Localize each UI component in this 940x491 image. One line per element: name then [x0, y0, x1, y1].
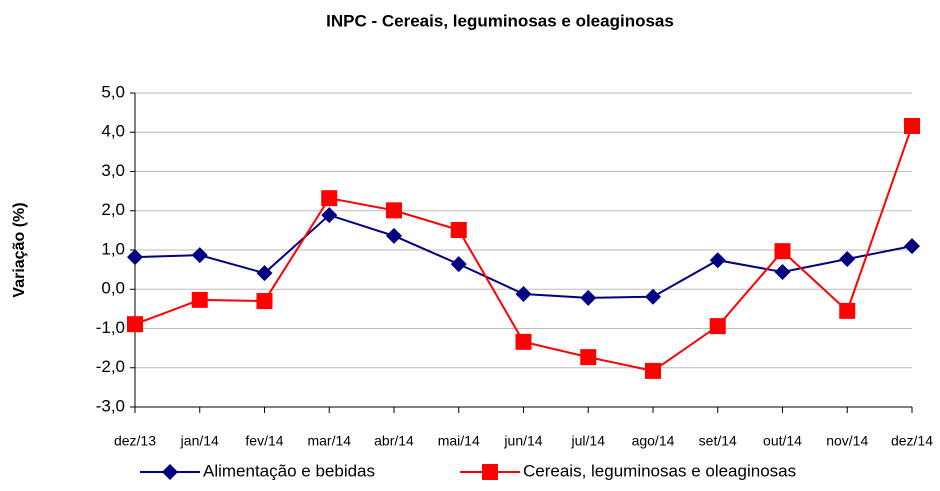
y-tick-label: -3,0	[96, 396, 125, 415]
y-tick-label: 1,0	[101, 239, 125, 258]
x-tick-label: jan/14	[180, 433, 219, 449]
series-line	[134, 213, 913, 299]
x-tick-label: out/14	[763, 433, 802, 449]
legend-marker	[162, 464, 178, 480]
data-point	[580, 289, 597, 306]
x-tick-label: ago/14	[632, 433, 675, 449]
data-point	[450, 256, 467, 273]
legend-label: Alimentação e bebidas	[203, 461, 375, 480]
data-point	[515, 333, 532, 350]
x-tick-label: dez/14	[891, 433, 933, 449]
y-tick-label: -2,0	[96, 357, 125, 376]
data-point	[191, 247, 208, 264]
data-point	[580, 349, 597, 366]
y-tick-label: 3,0	[101, 161, 125, 180]
y-tick-label: 2,0	[101, 200, 125, 219]
x-tick-label: abr/14	[374, 433, 414, 449]
data-point	[645, 362, 661, 379]
data-point	[645, 288, 661, 305]
y-tick-label: 5,0	[101, 82, 125, 101]
y-axis-label: Variação (%)	[11, 202, 28, 297]
x-tick-label: mar/14	[307, 433, 351, 449]
x-tick-label: mai/14	[438, 433, 480, 449]
data-point	[904, 117, 920, 134]
x-tick-label: jun/14	[503, 433, 542, 449]
data-point	[709, 318, 726, 335]
legend-label: Cereais, leguminosas e oleaginosas	[523, 461, 796, 480]
data-point	[386, 202, 402, 219]
data-point	[321, 207, 338, 224]
chart-title: INPC - Cereais, leguminosas e oleaginosa…	[326, 11, 674, 30]
data-point	[839, 251, 856, 268]
data-point	[256, 265, 273, 282]
data-point	[904, 238, 920, 255]
x-tick-label: fev/14	[245, 433, 283, 449]
data-point	[127, 316, 143, 333]
y-tick-label: 0,0	[101, 279, 125, 298]
data-point	[839, 302, 856, 319]
x-tick-label: jul/14	[571, 433, 606, 449]
data-point	[321, 190, 338, 207]
data-point	[515, 285, 532, 302]
data-point	[256, 293, 273, 310]
data-point	[774, 263, 791, 280]
x-tick-label: nov/14	[826, 433, 868, 449]
data-point	[127, 249, 143, 266]
data-point	[774, 243, 791, 260]
y-tick-label: -1,0	[96, 318, 125, 337]
x-tick-label: set/14	[699, 433, 737, 449]
x-tick-label: dez/13	[114, 433, 156, 449]
data-point	[386, 227, 402, 244]
data-point	[191, 291, 208, 308]
data-point	[450, 221, 467, 238]
legend-marker	[482, 464, 498, 480]
y-tick-label: 4,0	[101, 122, 125, 141]
data-point	[709, 252, 726, 269]
